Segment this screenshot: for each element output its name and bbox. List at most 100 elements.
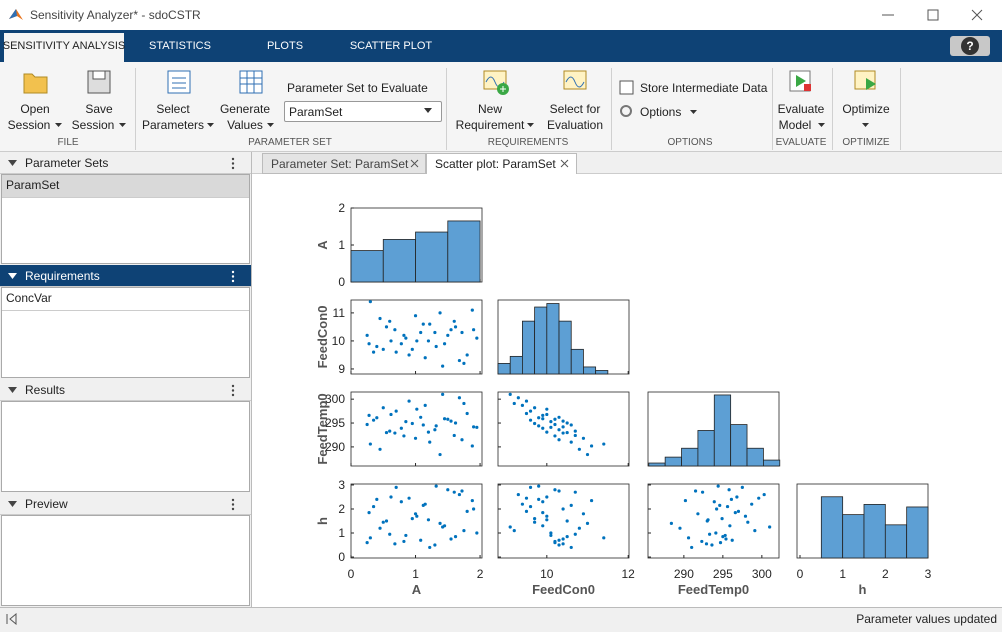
- open-session-button[interactable]: Open Session: [7, 102, 51, 132]
- axes-box: [350, 299, 483, 375]
- tab[interactable]: SENSITIVITY ANALYSIS: [2, 40, 126, 52]
- document-tab-active[interactable]: Scatter plot: ParamSet: [426, 153, 577, 175]
- histogram-bar: [522, 320, 536, 375]
- scatter-point: [404, 336, 408, 340]
- new-requirement-button[interactable]: New Requirement: [455, 102, 525, 132]
- generate-values-button[interactable]: Generate Values: [219, 102, 271, 132]
- scatter-point: [452, 319, 456, 323]
- scatter-point: [428, 440, 432, 444]
- store-checkbox-label[interactable]: Store Intermediate Data: [640, 81, 768, 95]
- scatter-point: [441, 525, 445, 529]
- y-axis-label: FeedTemp0: [315, 393, 330, 464]
- histogram-bar: [884, 524, 908, 559]
- y-tick-label: 2: [338, 502, 345, 516]
- tab-selected[interactable]: [4, 33, 124, 62]
- window-controls[interactable]: [870, 0, 1002, 30]
- tab[interactable]: STATISTICS: [149, 40, 211, 52]
- save-session-button[interactable]: Save Session: [71, 102, 115, 132]
- collapse-arrow[interactable]: [8, 273, 18, 280]
- scatter-point: [438, 521, 442, 526]
- document-tab[interactable]: Parameter Set: ParamSet: [262, 153, 426, 174]
- scatter-point: [718, 503, 722, 507]
- scatter-point: [407, 496, 411, 500]
- y-axis-label: A: [315, 240, 330, 250]
- scatter-point: [470, 498, 474, 503]
- scatter-point: [686, 536, 691, 540]
- panel-menu[interactable]: [230, 498, 236, 511]
- list-item[interactable]: ParamSet: [2, 175, 249, 198]
- scatter-point: [402, 539, 406, 544]
- toolstrip-icons: [23, 70, 876, 127]
- scatter-point: [602, 536, 606, 540]
- scatter-point: [528, 485, 533, 489]
- scatter-point: [718, 541, 723, 545]
- dropdown-arrow[interactable]: [424, 108, 434, 114]
- scatter-point: [557, 489, 561, 493]
- scatter-point: [413, 436, 418, 440]
- scatter-point: [393, 431, 397, 435]
- scatter-point: [438, 311, 442, 315]
- evaluate-model-button[interactable]: Evaluate Model: [777, 102, 825, 132]
- scatter-point: [434, 484, 438, 488]
- scatter-point: [453, 325, 458, 329]
- scatter-point: [465, 411, 469, 416]
- tab-bar: [0, 30, 1002, 62]
- scatter-point: [524, 411, 529, 416]
- histogram-bar: [546, 303, 560, 375]
- scatter-point: [545, 495, 549, 499]
- tab[interactable]: PLOTS: [266, 40, 304, 52]
- scatter-point: [415, 514, 419, 518]
- panel-header[interactable]: Preview: [0, 493, 251, 515]
- x-axis-label: h: [859, 582, 867, 597]
- collapse-arrow[interactable]: [8, 501, 18, 508]
- select-parameters-button[interactable]: Select Parameters: [141, 102, 205, 132]
- scatter-point: [393, 328, 397, 332]
- scatter-point: [433, 543, 437, 547]
- param-set-dropdown[interactable]: ParamSet: [284, 101, 442, 122]
- scatter-point: [407, 399, 411, 403]
- scatter-point: [715, 507, 719, 511]
- group-label: OPTIMIZE: [842, 137, 890, 148]
- scatter-point: [428, 322, 432, 326]
- x-tick-label: 300: [752, 567, 772, 581]
- scatter-point: [404, 420, 408, 424]
- y-tick-label: 1: [338, 526, 345, 540]
- panel-menu[interactable]: [230, 384, 236, 397]
- panel-header[interactable]: Results: [0, 379, 251, 401]
- optimize-button[interactable]: Optimize: [842, 102, 890, 116]
- panel-header[interactable]: Parameter Sets: [0, 152, 251, 174]
- scatter-point: [426, 339, 431, 343]
- tab-close-icons[interactable]: [410, 159, 580, 169]
- scatter-point: [569, 423, 573, 427]
- collapse-arrow[interactable]: [8, 387, 18, 394]
- tab[interactable]: SCATTER PLOT: [349, 40, 433, 52]
- scatter-point: [733, 510, 737, 515]
- scatter-point: [557, 428, 561, 432]
- panel-menu[interactable]: [230, 270, 236, 283]
- histogram-bar: [746, 447, 764, 467]
- histogram-bar: [863, 504, 886, 559]
- scatter-point: [449, 328, 453, 332]
- scatter-point: [421, 423, 425, 427]
- scatter-point: [470, 308, 474, 312]
- y-tick-label: 10: [332, 334, 346, 348]
- x-axis-label: FeedTemp0: [678, 582, 749, 597]
- panel-header[interactable]: Requirements: [0, 265, 251, 287]
- help-icon[interactable]: ?: [961, 37, 979, 55]
- scatter-point: [524, 509, 529, 513]
- scatter-point: [457, 396, 462, 400]
- list-item[interactable]: ConcVar: [2, 288, 249, 311]
- scatter-point: [581, 436, 586, 440]
- collapse-arrow[interactable]: [8, 160, 18, 167]
- collapse-icon[interactable]: [6, 613, 18, 625]
- select-evaluation-button[interactable]: Select for Evaluation: [546, 102, 604, 132]
- panel-menu[interactable]: [230, 157, 236, 170]
- scatter-point: [421, 503, 425, 507]
- scatter-point: [577, 526, 581, 530]
- scatter-point: [442, 417, 447, 421]
- x-tick-label: 10: [540, 567, 554, 581]
- scatter-point: [533, 406, 537, 410]
- scatter-point: [394, 350, 398, 354]
- scatter-point: [453, 421, 458, 425]
- options-button[interactable]: Options: [640, 105, 682, 119]
